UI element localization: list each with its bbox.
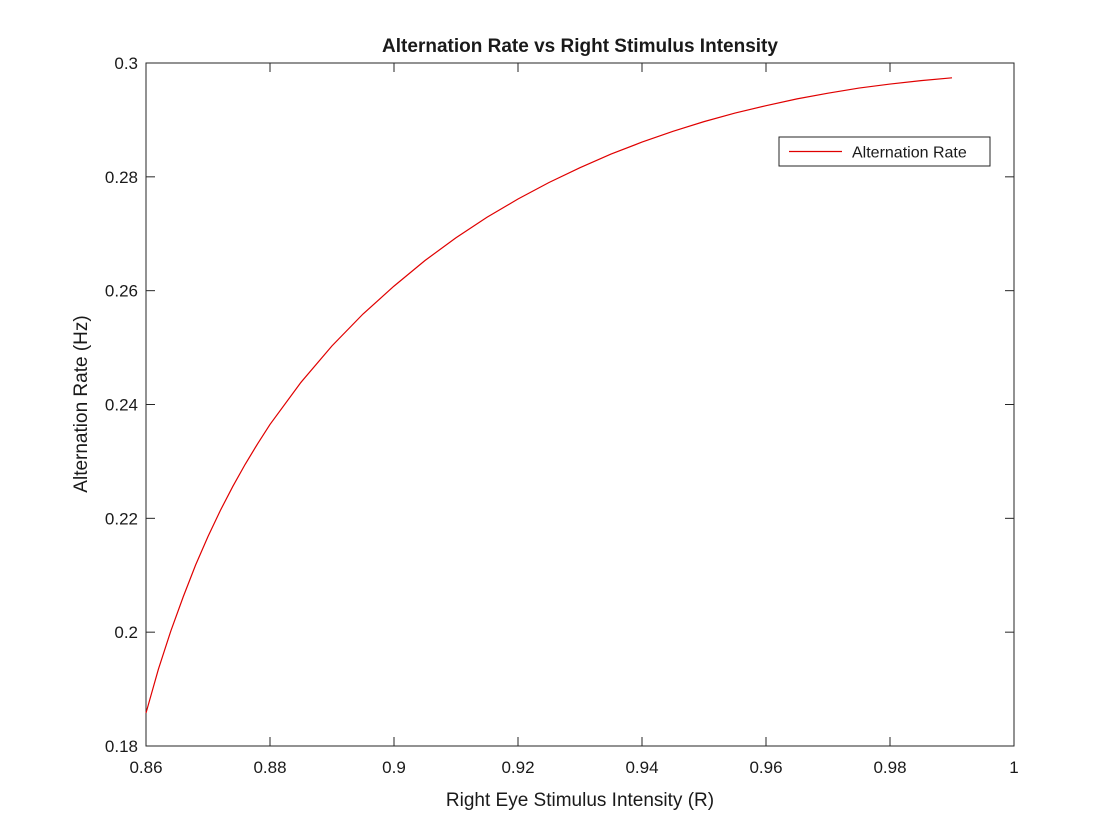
x-axis-ticks: 0.86 0.88 0.9 0.92 0.94 0.96 0.98 1 [129, 63, 1019, 777]
x-tick-label: 0.96 [749, 758, 782, 777]
y-tick-label: 0.26 [105, 282, 138, 301]
x-tick-label: 0.98 [873, 758, 906, 777]
plot-area-frame [145, 62, 1015, 747]
x-tick-label: 0.86 [129, 758, 162, 777]
chart-title: Alternation Rate vs Right Stimulus Inten… [382, 36, 778, 57]
x-tick-label: 1 [1009, 758, 1018, 777]
y-tick-label: 0.2 [114, 623, 138, 642]
x-axis-label: Right Eye Stimulus Intensity (R) [446, 790, 714, 811]
x-tick-label: 0.92 [501, 758, 534, 777]
x-tick-label: 0.88 [253, 758, 286, 777]
series-line-alternation-rate [145, 77, 953, 714]
y-tick-label: 0.18 [105, 737, 138, 756]
x-tick-label: 0.94 [625, 758, 658, 777]
y-tick-label: 0.22 [105, 509, 138, 528]
x-tick-label: 0.9 [382, 758, 406, 777]
y-tick-label: 0.24 [105, 396, 138, 415]
y-axis-label: Alternation Rate (Hz) [71, 315, 92, 492]
legend-label-alternation-rate: Alternation Rate [852, 145, 967, 162]
y-axis-ticks: 0.18 0.2 0.22 0.24 0.26 0.28 0.3 [105, 54, 1014, 756]
y-tick-label: 0.3 [114, 54, 138, 73]
legend: Alternation Rate [778, 136, 991, 167]
y-tick-label: 0.28 [105, 168, 138, 187]
